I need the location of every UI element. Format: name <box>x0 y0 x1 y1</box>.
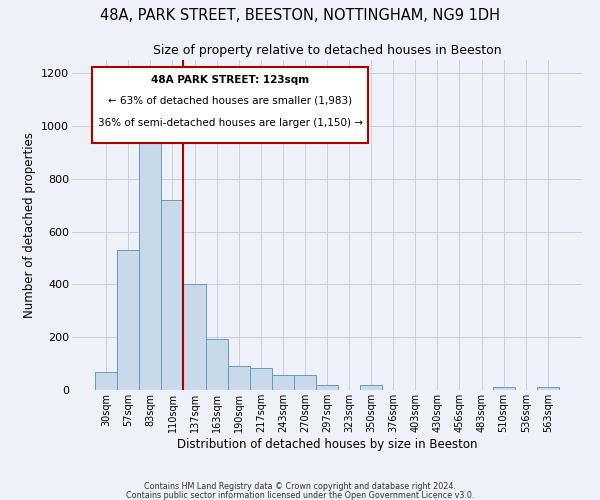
Bar <box>537 388 559 390</box>
FancyBboxPatch shape <box>92 66 368 142</box>
Text: Contains public sector information licensed under the Open Government Licence v3: Contains public sector information licen… <box>126 490 474 500</box>
Bar <box>272 374 294 390</box>
Text: 48A, PARK STREET, BEESTON, NOTTINGHAM, NG9 1DH: 48A, PARK STREET, BEESTON, NOTTINGHAM, N… <box>100 8 500 22</box>
Bar <box>139 126 161 390</box>
Bar <box>227 366 250 390</box>
Bar <box>117 250 139 390</box>
Bar <box>316 384 338 390</box>
Text: 36% of semi-detached houses are larger (1,150) →: 36% of semi-detached houses are larger (… <box>98 118 362 128</box>
Bar <box>493 388 515 390</box>
Title: Size of property relative to detached houses in Beeston: Size of property relative to detached ho… <box>152 44 502 58</box>
Bar <box>95 372 117 390</box>
Y-axis label: Number of detached properties: Number of detached properties <box>23 132 35 318</box>
Text: 48A PARK STREET: 123sqm: 48A PARK STREET: 123sqm <box>151 74 309 85</box>
Text: Contains HM Land Registry data © Crown copyright and database right 2024.: Contains HM Land Registry data © Crown c… <box>144 482 456 491</box>
X-axis label: Distribution of detached houses by size in Beeston: Distribution of detached houses by size … <box>177 438 477 450</box>
Bar <box>161 200 184 390</box>
Bar <box>250 368 272 390</box>
Bar <box>294 376 316 390</box>
Bar <box>206 338 227 390</box>
Text: ← 63% of detached houses are smaller (1,983): ← 63% of detached houses are smaller (1,… <box>108 96 352 106</box>
Bar <box>184 284 206 390</box>
Bar <box>360 384 382 390</box>
